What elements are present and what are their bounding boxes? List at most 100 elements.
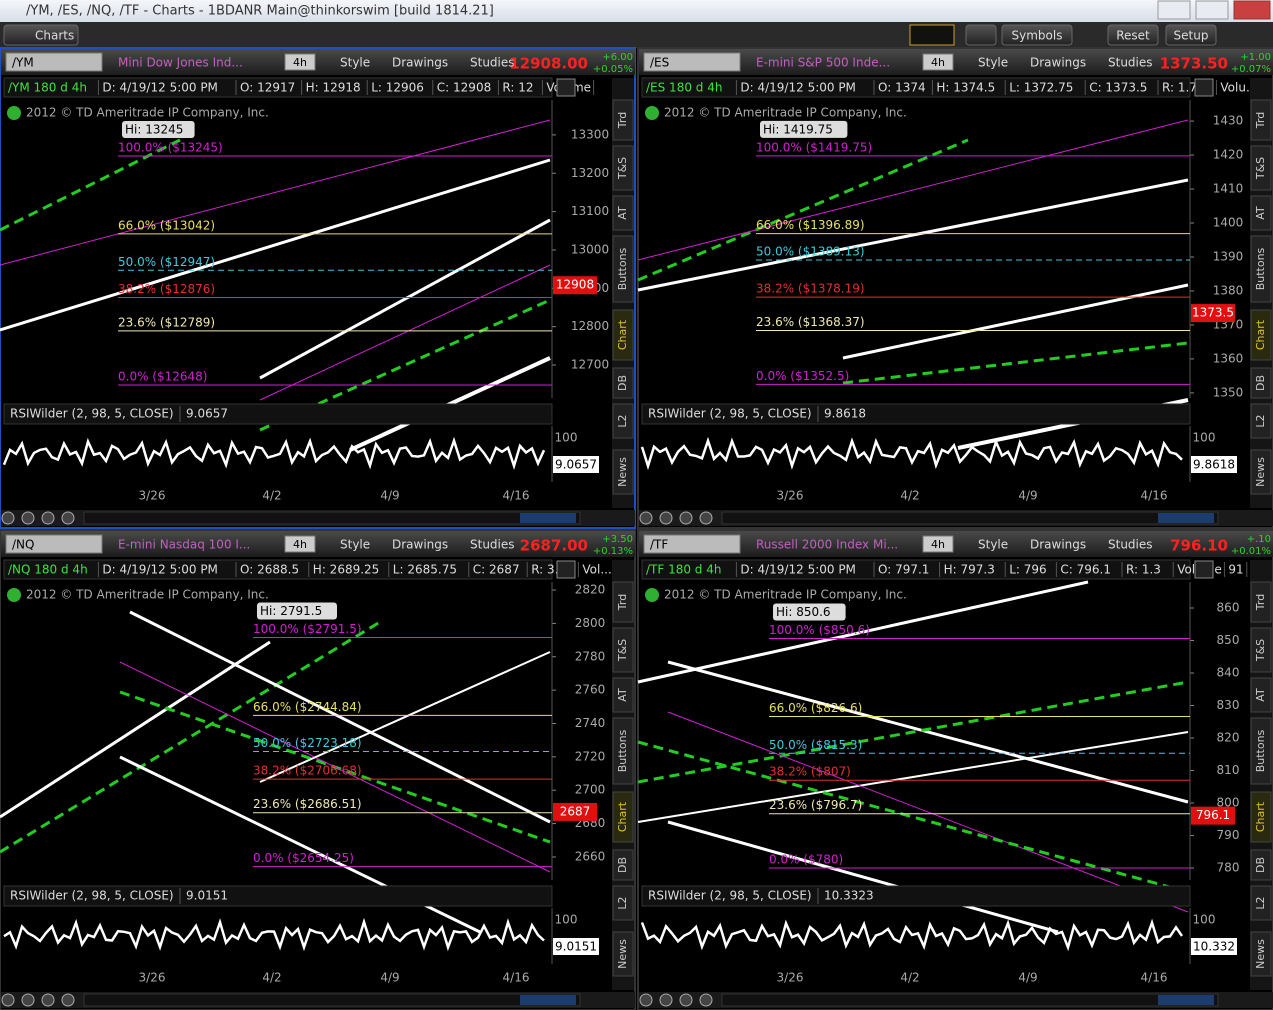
side-tab[interactable] [612,195,634,231]
side-tab[interactable] [612,627,634,673]
menu-item[interactable]: Studies [470,56,515,70]
toolbar-button[interactable] [1107,24,1159,46]
symbol-box[interactable] [5,534,103,554]
side-tab[interactable] [612,931,634,977]
x-tick-label: 3/26 [777,971,804,985]
side-tab[interactable] [612,677,634,713]
side-tab[interactable] [1250,931,1272,977]
side-tab[interactable] [1250,99,1272,141]
side-tab[interactable] [612,581,634,623]
side-tab[interactable] [1250,309,1272,361]
interval-box[interactable] [284,53,316,71]
zoom-tool[interactable] [639,511,653,525]
zoom-tool[interactable] [21,511,35,525]
side-tab[interactable] [612,235,634,303]
link-button[interactable] [965,24,997,46]
scroll-thumb[interactable] [1158,513,1214,523]
menu-item[interactable]: Style [340,56,370,70]
side-tab[interactable] [1250,885,1272,921]
symbol-box[interactable] [643,52,741,72]
scroll-thumb[interactable] [520,995,576,1005]
menu-item[interactable]: Studies [1108,56,1153,70]
toolbar-button[interactable] [1165,24,1217,46]
side-tab[interactable] [1250,145,1272,191]
menu-item[interactable]: Style [978,56,1008,70]
side-tab[interactable] [612,99,634,141]
side-tab[interactable] [1250,449,1272,495]
side-tab[interactable] [1250,717,1272,785]
side-tab[interactable] [1250,367,1272,399]
zoom-tool[interactable] [61,993,75,1007]
close-button[interactable] [1233,0,1271,20]
zoom-tool[interactable] [659,511,673,525]
zoom-tool[interactable] [41,993,55,1007]
chart-settings-button[interactable] [1194,560,1214,579]
side-tab[interactable] [1250,791,1272,843]
zoom-tool[interactable] [699,993,713,1007]
interval-box[interactable] [922,53,954,71]
scrollbar[interactable] [83,511,581,525]
zoom-tool[interactable] [61,511,75,525]
symbol-box[interactable] [5,52,103,72]
menu-item[interactable]: Drawings [1030,538,1086,552]
interval: 4h [931,538,945,551]
charts-tab[interactable] [3,24,79,46]
scrollbar[interactable] [83,993,581,1007]
side-tab[interactable] [612,367,634,399]
scrollbar[interactable] [721,993,1219,1007]
menu-item[interactable]: Style [978,538,1008,552]
scrollbar[interactable] [721,511,1219,525]
side-tab[interactable] [612,791,634,843]
side-tab[interactable] [612,145,634,191]
side-tab[interactable] [612,717,634,785]
menu-item[interactable]: Style [340,538,370,552]
side-tab[interactable] [1250,403,1272,439]
scroll-thumb[interactable] [1158,995,1214,1005]
interval-box[interactable] [922,535,954,553]
side-tab[interactable] [612,885,634,921]
zoom-tool[interactable] [41,511,55,525]
side-tab[interactable] [612,309,634,361]
last-price-label: 796.1 [1196,808,1230,822]
info-icon [7,588,21,602]
hi-label: Hi: 1419.75 [763,122,833,136]
minimize-button[interactable] [1157,0,1191,20]
zoom-tool[interactable] [639,993,653,1007]
zoom-tool[interactable] [659,993,673,1007]
side-tab[interactable] [612,849,634,881]
menu-item[interactable]: Studies [470,538,515,552]
maximize-button[interactable] [1195,0,1229,20]
side-tab[interactable] [612,449,634,495]
copyright: 2012 © TD Ameritrade IP Company, Inc. [664,106,907,120]
chart-settings-button[interactable] [556,560,576,579]
y-tick-label: 1380 [1213,283,1244,297]
interval-box[interactable] [284,535,316,553]
panel-header [1,49,635,75]
chart-settings-button[interactable] [1194,78,1214,97]
zoom-tool[interactable] [1,511,15,525]
zoom-tool[interactable] [679,993,693,1007]
zoom-tool[interactable] [699,511,713,525]
zoom-tool[interactable] [679,511,693,525]
menu-item[interactable]: Drawings [392,538,448,552]
info-field: H: 12918 [306,81,361,95]
menu-item[interactable]: Studies [1108,538,1153,552]
side-tab[interactable] [1250,677,1272,713]
side-tab[interactable] [612,403,634,439]
side-tab[interactable] [1250,235,1272,303]
side-tab[interactable] [1250,195,1272,231]
side-tab[interactable] [1250,627,1272,673]
grid-layout-button[interactable] [909,24,955,46]
scroll-thumb[interactable] [520,513,576,523]
menu-item[interactable]: Drawings [392,56,448,70]
side-tab[interactable] [1250,849,1272,881]
info-field: D: 4/19/12 5:00 PM [740,563,856,577]
zoom-tool[interactable] [1,993,15,1007]
chart-settings-button[interactable] [556,78,576,97]
zoom-tool[interactable] [21,993,35,1007]
toolbar-button[interactable] [1001,24,1073,46]
side-tab[interactable] [1250,581,1272,623]
symbol-box[interactable] [643,534,741,554]
menu-item[interactable]: Drawings [1030,56,1086,70]
fib-label: 23.6% ($796.7) [769,798,862,812]
